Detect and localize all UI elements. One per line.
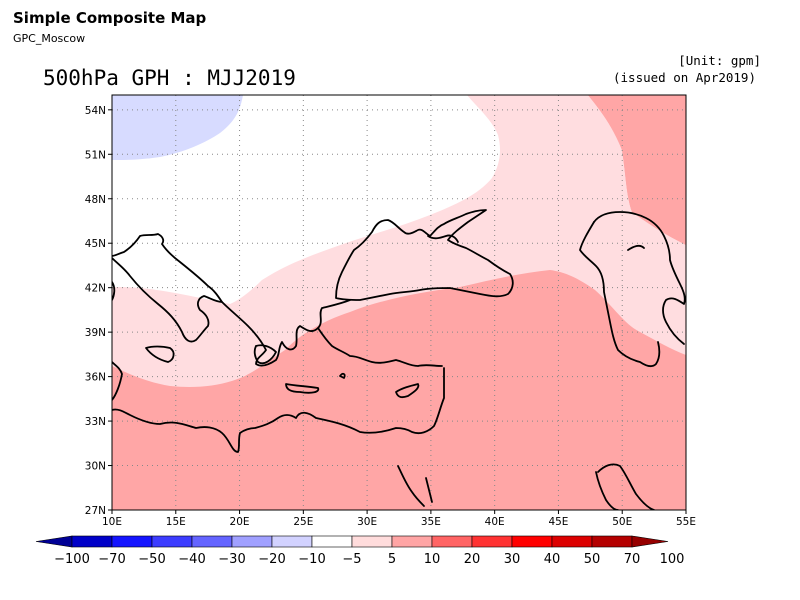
colorbar-label: 20 [464, 552, 481, 567]
colorbar-label: −70 [98, 552, 125, 567]
longitude-axis: 10E 15E 20E 25E 30E 35E 40E 45E 50E 55E [102, 510, 696, 528]
lon-tick-label: 40E [485, 516, 505, 528]
colorbar-label: −30 [218, 552, 245, 567]
colorbar-swatch [591, 535, 633, 548]
lat-tick-label: 27N [85, 505, 106, 517]
anomaly-fill-light-blue [112, 95, 243, 160]
colorbar-label: 5 [388, 552, 396, 567]
lat-tick-label: 33N [85, 416, 106, 428]
lon-tick-label: 20E [230, 516, 250, 528]
lat-tick-label: 36N [85, 372, 106, 384]
colorbar-label: −20 [258, 552, 285, 567]
colorbar-label: −40 [178, 552, 205, 567]
lat-tick-label: 39N [85, 327, 106, 339]
colorbar-swatch [471, 535, 513, 548]
lon-tick-label: 30E [357, 516, 377, 528]
latitude-axis: 54N 51N 48N 45N 42N 39N 36N 33N 30N 27N [85, 105, 112, 517]
unit-label: [Unit: gpm] [678, 53, 761, 68]
colorbar-arrow-left [35, 535, 73, 548]
issued-label: (issued on Apr2019) [613, 70, 756, 85]
colorbar-label: 40 [544, 552, 561, 567]
colorbar-label: −50 [138, 552, 165, 567]
colorbar-swatch [151, 535, 193, 548]
map-frame [111, 94, 687, 511]
colorbar-swatch [71, 535, 113, 548]
colorbar-label: 10 [424, 552, 441, 567]
colorbar-label: −100 [54, 552, 90, 567]
colorbar-arrow-right [631, 535, 669, 548]
lat-tick-label: 51N [85, 149, 106, 161]
colorbar-label: 100 [660, 552, 685, 567]
lat-tick-label: 48N [85, 194, 106, 206]
colorbar-swatch [111, 535, 153, 548]
lon-tick-label: 55E [676, 516, 696, 528]
colorbar-label: 30 [504, 552, 521, 567]
colorbar-swatch [391, 535, 433, 548]
colorbar-swatch [511, 535, 553, 548]
colorbar-label: 70 [624, 552, 641, 567]
lat-tick-label: 30N [85, 461, 106, 473]
colorbar-swatch [431, 535, 473, 548]
map-title: 500hPa GPH : MJJ2019 [43, 66, 296, 90]
lat-tick-label: 45N [85, 238, 106, 250]
colorbar-label: −5 [342, 552, 361, 567]
colorbar-label: −10 [298, 552, 325, 567]
lon-tick-label: 50E [612, 516, 632, 528]
colorbar-swatch [551, 535, 593, 548]
lat-tick-label: 54N [85, 105, 106, 117]
lon-tick-label: 35E [421, 516, 441, 528]
lat-tick-label: 42N [85, 283, 106, 295]
anomaly-fill-white [112, 95, 500, 304]
colorbar-swatch [311, 535, 353, 548]
colorbar-swatch [191, 535, 233, 548]
lon-tick-label: 10E [102, 516, 122, 528]
map-area [112, 95, 686, 510]
coastlines [112, 209, 686, 510]
colorbar-swatch [271, 535, 313, 548]
app-subtitle: GPC_Moscow [13, 32, 86, 45]
lon-tick-label: 15E [166, 516, 186, 528]
lon-tick-label: 25E [293, 516, 313, 528]
lon-tick-label: 45E [548, 516, 568, 528]
colorbar-swatch [351, 535, 393, 548]
colorbar-label: 50 [584, 552, 601, 567]
colorbar-swatch [231, 535, 273, 548]
app-title: Simple Composite Map [13, 9, 207, 27]
colorbar: −100 −70 −50 −40 −30 −20 −10 −5 5 10 20 30 40 50 70 100 [35, 535, 685, 567]
anomaly-fill-medium-ne [588, 95, 686, 245]
